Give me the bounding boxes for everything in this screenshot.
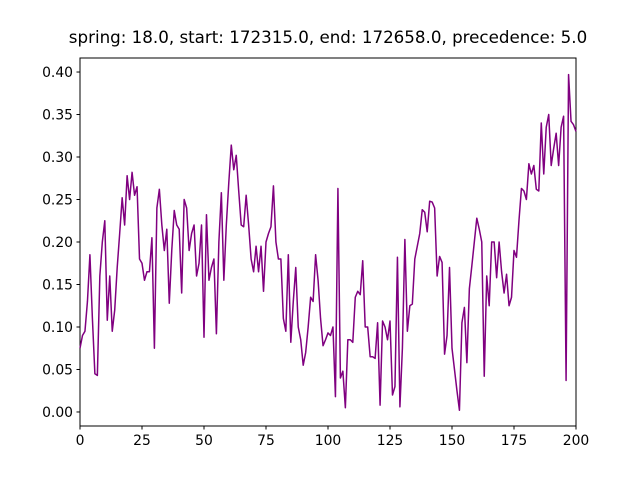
x-tick-label: 200: [563, 433, 590, 449]
chart-title: spring: 18.0, start: 172315.0, end: 1726…: [69, 27, 587, 47]
y-tick-label: 0.35: [42, 108, 73, 124]
x-tick-label: 175: [501, 433, 528, 449]
y-tick-label: 0.10: [42, 320, 73, 336]
x-tick-label: 50: [195, 433, 213, 449]
y-tick-label: 0.25: [42, 193, 73, 209]
x-tick-label: 25: [133, 433, 151, 449]
y-tick-label: 0.20: [42, 235, 73, 251]
x-tick-label: 0: [76, 433, 85, 449]
x-tick-label: 75: [257, 433, 275, 449]
y-tick-label: 0.05: [42, 362, 73, 378]
y-tick-label: 0.00: [42, 405, 73, 421]
y-tick-label: 0.15: [42, 277, 73, 293]
x-tick-label: 150: [439, 433, 466, 449]
data-line: [79, 73, 577, 412]
y-tick-label: 0.40: [42, 65, 73, 81]
x-tick-label: 100: [315, 433, 342, 449]
x-tick-label: 125: [377, 433, 404, 449]
y-tick-label: 0.30: [42, 150, 73, 166]
